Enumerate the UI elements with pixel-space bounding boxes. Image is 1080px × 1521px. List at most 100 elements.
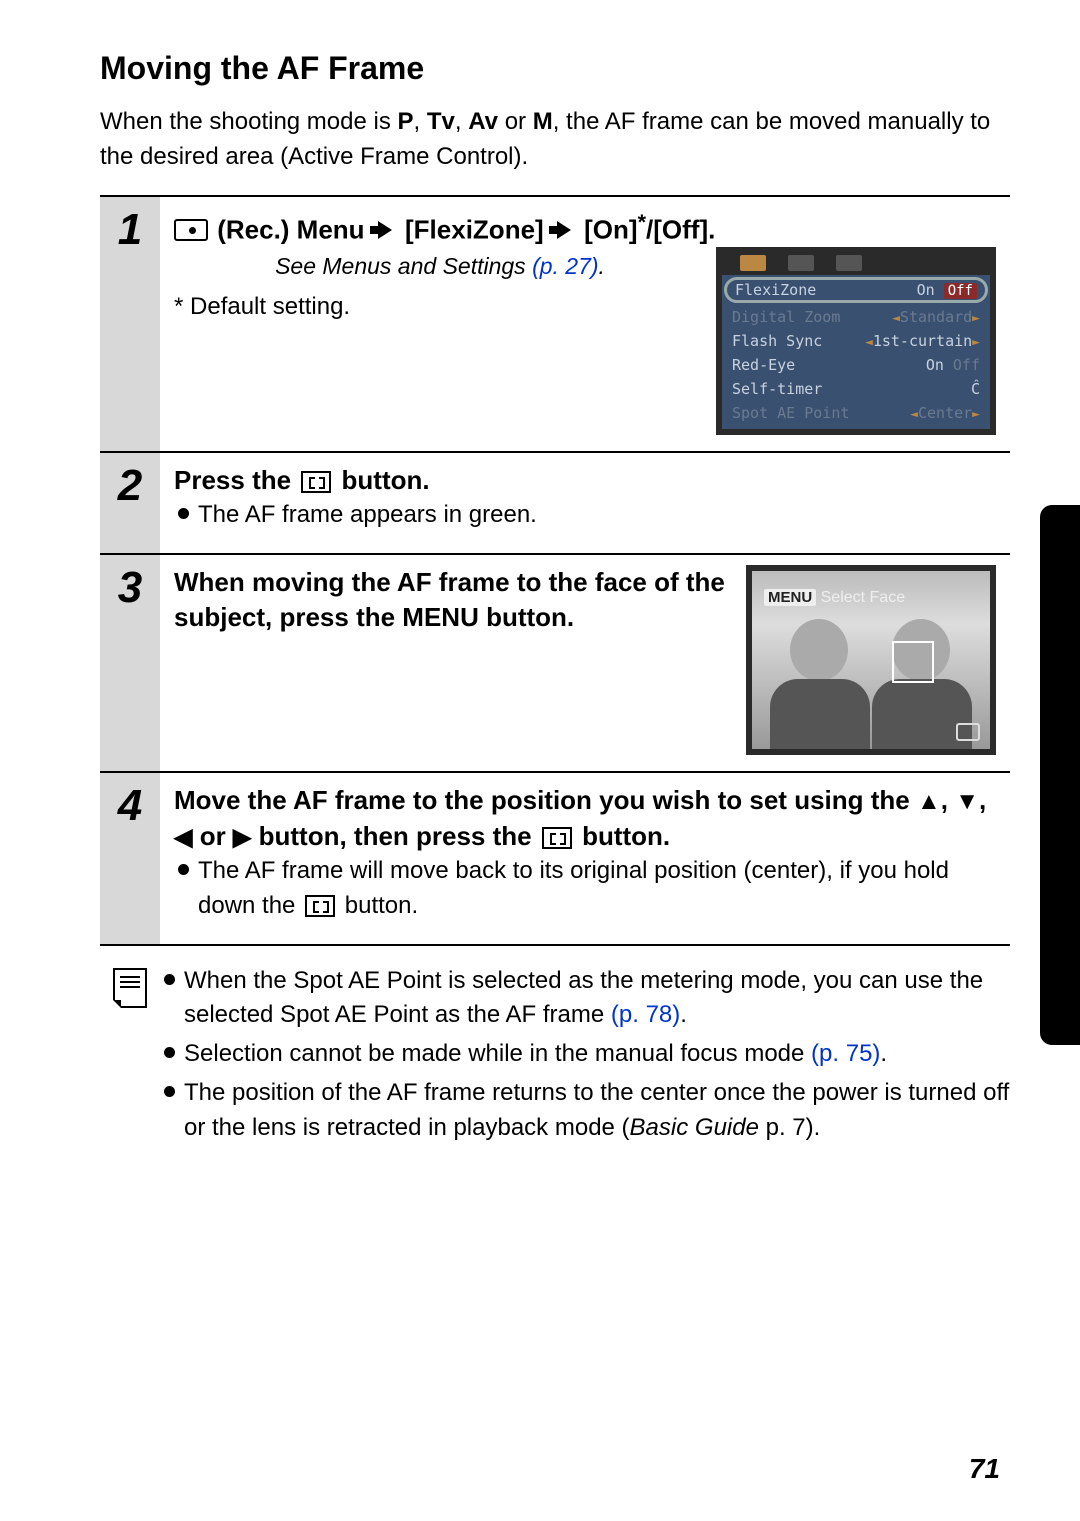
step-2-bullets: The AF frame appears in green. xyxy=(174,498,996,533)
menu-row-digitalzoom: Digital Zoom ◄Standard► xyxy=(722,305,990,329)
step-1-number-cell: 1 xyxy=(100,196,160,453)
return-icon xyxy=(956,723,980,741)
step-4-number-cell: 4 xyxy=(100,772,160,944)
menu-row-flashsync: Flash Sync ◄1st-curtain► xyxy=(722,329,990,353)
step1-sub-pre: See Menus and Settings xyxy=(275,253,532,279)
menu-tab-bar xyxy=(722,251,990,275)
mode-av: Av xyxy=(468,108,498,135)
step-2-body: The AF frame appears in green. xyxy=(174,498,996,533)
step-3-content: When moving the AF frame to the face of … xyxy=(160,554,1010,772)
left-triangle-icon: ◀ xyxy=(174,824,192,851)
menu-row-flexizone: FlexiZone On Off xyxy=(724,277,988,303)
focus-box-icon xyxy=(892,641,934,683)
s4-head-a: Move the AF frame to the position you wi… xyxy=(174,785,917,815)
menu-value-redeye: On Off xyxy=(926,356,980,374)
page-ref-27-link[interactable]: (p. 27) xyxy=(532,253,598,279)
af-frame-button-icon xyxy=(305,895,335,917)
step1-head-c: [On] xyxy=(577,214,638,244)
step-4-number: 4 xyxy=(118,781,142,830)
notes-list: When the Spot AE Point is selected as th… xyxy=(160,964,1010,1146)
menu-on: On xyxy=(917,281,935,299)
side-section-label: Advanced Shooting Functions xyxy=(1040,580,1066,898)
step-1-content: (Rec.) Menu [FlexiZone] [On]*/[Off]. See… xyxy=(160,196,1010,453)
camera-menu-screenshot: FlexiZone On Off Digital Zoom ◄Standard►… xyxy=(716,247,996,435)
menu-label-selftimer: Self-timer xyxy=(732,380,822,398)
step1-head-d: /[Off]. xyxy=(646,214,715,244)
menu-label-flashsync: Flash Sync xyxy=(732,332,822,350)
s2-head-b: button. xyxy=(334,465,429,495)
arrow-right-icon xyxy=(557,221,571,239)
menu-row-redeye: Red-Eye On Off xyxy=(722,353,990,377)
menu-value-digitalzoom: ◄Standard► xyxy=(892,308,980,326)
menu-row-spotae: Spot AE Point ◄Center► xyxy=(722,401,990,425)
re-off: Off xyxy=(953,356,980,374)
step-2-number-cell: 2 xyxy=(100,452,160,554)
steps-table: 1 (Rec.) Menu [FlexiZone] [On]*/[Off]. S… xyxy=(100,195,1010,946)
menu-label-redeye: Red-Eye xyxy=(732,356,795,374)
step1-head-b: [FlexiZone] xyxy=(398,214,551,244)
mode-p: P xyxy=(398,108,414,135)
af-frame-button-icon xyxy=(542,827,572,849)
step-2-number: 2 xyxy=(118,461,142,510)
s4-head-c: button, then press the xyxy=(251,821,538,851)
menu-label-flexizone: FlexiZone xyxy=(735,281,816,299)
note-1: When the Spot AE Point is selected as th… xyxy=(160,964,1010,1034)
step1-default-setting: * Default setting. xyxy=(174,290,706,325)
s4-head-d: button. xyxy=(575,821,670,851)
menu-value-flashsync: ◄1st-curtain► xyxy=(865,332,980,350)
menu-row-selftimer: Self-timer Ĉ xyxy=(722,377,990,401)
menu-off-badge: Off xyxy=(944,283,977,299)
section-title: Moving the AF Frame xyxy=(100,50,1010,87)
s4-body-b: button. xyxy=(338,892,418,919)
down-triangle-icon: ▼ xyxy=(955,788,979,815)
step1-head-a: (Rec.) Menu xyxy=(210,214,372,244)
step-4-content: Move the AF frame to the position you wi… xyxy=(160,772,1010,944)
face-select-screenshot: MENU Select Face xyxy=(746,565,996,755)
menu-tab-rec-icon xyxy=(740,255,766,271)
note-2: Selection cannot be made while in the ma… xyxy=(160,1037,1010,1072)
step-3-heading: When moving the AF frame to the face of … xyxy=(174,565,732,635)
notes-block: When the Spot AE Point is selected as th… xyxy=(100,964,1010,1150)
intro-text-1: When the shooting mode is xyxy=(100,108,398,135)
step-3-number-cell: 3 xyxy=(100,554,160,772)
n2b: . xyxy=(880,1040,887,1067)
s4-head-b: or xyxy=(192,821,232,851)
n3i: Basic Guide xyxy=(630,1114,759,1141)
menu-value-flexizone: On Off xyxy=(917,281,977,299)
n1b: . xyxy=(680,1001,687,1028)
n3a: The position of the AF frame returns to … xyxy=(184,1079,1009,1141)
step-1-heading: (Rec.) Menu [FlexiZone] [On]*/[Off]. xyxy=(174,207,996,248)
af-frame-button-icon xyxy=(301,471,331,493)
re-on: On xyxy=(926,356,944,374)
step1-sub-post: . xyxy=(599,253,605,279)
n1a: When the Spot AE Point is selected as th… xyxy=(184,967,983,1029)
note-3: The position of the AF frame returns to … xyxy=(160,1076,1010,1146)
step1-head-sup: * xyxy=(638,209,646,234)
step-2-content: Press the button. The AF frame appears i… xyxy=(160,452,1010,554)
note-page-icon xyxy=(113,968,147,1008)
dz-val: Standard xyxy=(900,308,972,326)
intro-paragraph: When the shooting mode is P, Tv, Av or M… xyxy=(100,105,1010,175)
s2-head-a: Press the xyxy=(174,465,298,495)
page-ref-75-link[interactable]: (p. 75) xyxy=(811,1040,880,1067)
mode-tv: Tv xyxy=(427,108,455,135)
menu-label-spotae: Spot AE Point xyxy=(732,404,849,422)
menu-tab-setup-icon xyxy=(788,255,814,271)
step-4-bullets: The AF frame will move back to its origi… xyxy=(174,854,996,924)
right-triangle-icon: ▶ xyxy=(233,824,251,851)
step-4-heading: Move the AF frame to the position you wi… xyxy=(174,783,996,854)
menu-value-spotae: ◄Center► xyxy=(910,404,980,422)
menu-chip: MENU xyxy=(764,589,816,606)
menu-tab-mycamera-icon xyxy=(836,255,862,271)
step-1-number: 1 xyxy=(118,205,142,254)
arrow-right-icon xyxy=(378,221,392,239)
step-3-number: 3 xyxy=(118,563,142,612)
face-banner: MENU Select Face xyxy=(764,589,905,607)
sa-val: Center xyxy=(918,404,972,422)
step-2-heading: Press the button. xyxy=(174,463,996,498)
menu-label-digitalzoom: Digital Zoom xyxy=(732,308,840,326)
page-ref-78-link[interactable]: (p. 78) xyxy=(611,1001,680,1028)
mode-m: M xyxy=(533,108,553,135)
step1-see-menus: See Menus and Settings (p. 27). xyxy=(174,253,706,280)
step-4-body: The AF frame will move back to its origi… xyxy=(174,854,996,924)
